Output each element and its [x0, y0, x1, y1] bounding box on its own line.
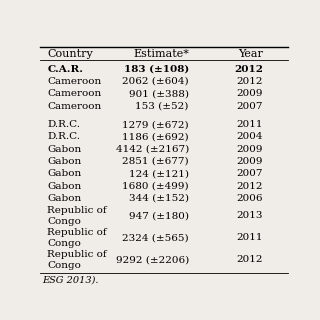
Text: Republic of
Congo: Republic of Congo — [47, 228, 107, 248]
Text: Cameroon: Cameroon — [47, 89, 102, 98]
Text: 2009: 2009 — [237, 157, 263, 166]
Text: 2009: 2009 — [237, 145, 263, 154]
Text: 1680 (±499): 1680 (±499) — [122, 181, 189, 191]
Text: 344 (±152): 344 (±152) — [129, 194, 189, 203]
Text: 2012: 2012 — [237, 77, 263, 86]
Text: 2013: 2013 — [237, 211, 263, 220]
Text: 4142 (±2167): 4142 (±2167) — [116, 145, 189, 154]
Text: Gabon: Gabon — [47, 169, 82, 178]
Text: Country: Country — [47, 49, 93, 60]
Text: 2851 (±677): 2851 (±677) — [122, 157, 189, 166]
Text: 2012: 2012 — [234, 65, 263, 74]
Text: 1186 (±692): 1186 (±692) — [122, 132, 189, 141]
Text: 2062 (±604): 2062 (±604) — [122, 77, 189, 86]
Text: 2011: 2011 — [237, 233, 263, 242]
Text: 2324 (±565): 2324 (±565) — [122, 233, 189, 242]
Text: Gabon: Gabon — [47, 181, 82, 191]
Text: 1279 (±672): 1279 (±672) — [122, 120, 189, 129]
Text: Republic of
Congo: Republic of Congo — [47, 205, 107, 226]
Text: 2011: 2011 — [237, 120, 263, 129]
Text: 153 (±52): 153 (±52) — [135, 102, 189, 111]
Text: D.R.C.: D.R.C. — [47, 120, 80, 129]
Text: 183 (±108): 183 (±108) — [124, 65, 189, 74]
Text: 2007: 2007 — [237, 169, 263, 178]
Text: Republic of
Congo: Republic of Congo — [47, 250, 107, 270]
Text: 9292 (±2206): 9292 (±2206) — [116, 255, 189, 264]
Text: Cameroon: Cameroon — [47, 102, 102, 111]
Text: 947 (±180): 947 (±180) — [129, 211, 189, 220]
Text: Estimate*: Estimate* — [133, 49, 189, 60]
Text: Year: Year — [238, 49, 263, 60]
Text: Gabon: Gabon — [47, 145, 82, 154]
Text: C.A.R.: C.A.R. — [47, 65, 84, 74]
Text: 2012: 2012 — [237, 255, 263, 264]
Text: 2004: 2004 — [237, 132, 263, 141]
Text: 2007: 2007 — [237, 102, 263, 111]
Text: 124 (±121): 124 (±121) — [129, 169, 189, 178]
Text: Gabon: Gabon — [47, 194, 82, 203]
Text: 2006: 2006 — [237, 194, 263, 203]
Text: D.R.C.: D.R.C. — [47, 132, 80, 141]
Text: Gabon: Gabon — [47, 157, 82, 166]
Text: 2012: 2012 — [237, 181, 263, 191]
Text: ESG 2013).: ESG 2013). — [43, 276, 99, 285]
Text: 901 (±388): 901 (±388) — [129, 89, 189, 98]
Text: Cameroon: Cameroon — [47, 77, 102, 86]
Text: 2009: 2009 — [237, 89, 263, 98]
